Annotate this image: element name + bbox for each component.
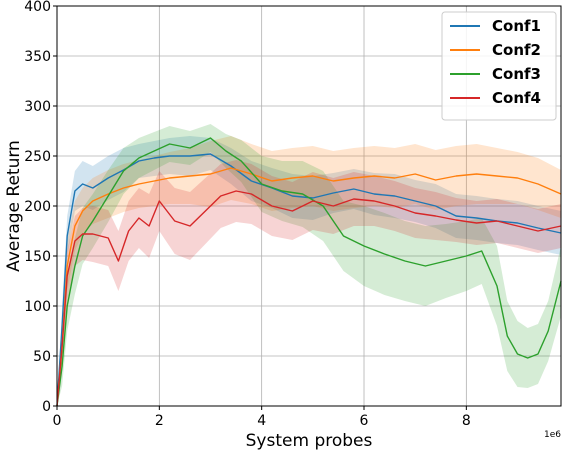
y-tick-label: 300 <box>24 99 51 115</box>
y-tick-label: 250 <box>24 149 51 165</box>
y-tick-label: 200 <box>24 199 51 215</box>
line-conf2 <box>56 167 562 407</box>
band-conf1 <box>57 136 561 406</box>
series-lines <box>56 137 562 407</box>
x-axis-title: System probes <box>246 431 373 450</box>
legend-label-conf2: Conf2 <box>492 41 541 59</box>
legend-box <box>441 11 557 121</box>
legend-label-conf3: Conf3 <box>492 65 541 83</box>
confidence-bands <box>57 124 561 406</box>
y-tick-label: 350 <box>24 49 51 65</box>
y-tick-label: 50 <box>33 349 51 365</box>
x-tick-label: 6 <box>360 413 369 429</box>
y-tick-label: 100 <box>24 299 51 315</box>
x-tick-label: 4 <box>257 413 266 429</box>
x-tick-label: 0 <box>53 413 62 429</box>
y-tick-label: 0 <box>42 399 51 415</box>
x-axis-scale-label: 1e6 <box>544 430 561 440</box>
y-axis-title: Average Return <box>4 140 24 272</box>
band-conf4 <box>57 160 561 406</box>
line-conf3 <box>56 137 562 407</box>
legend-label-conf1: Conf1 <box>492 17 541 35</box>
x-tick-label: 8 <box>462 413 471 429</box>
legend-label-conf4: Conf4 <box>492 89 541 107</box>
legend: Conf1 Conf2 Conf3 Conf4 <box>441 11 557 121</box>
band-conf3 <box>57 124 561 406</box>
y-tick-label: 150 <box>24 249 51 265</box>
x-tick-label: 2 <box>155 413 164 429</box>
axis-ticks: 0 2 4 6 8 0 50 100 150 200 250 300 350 400 <box>24 0 471 429</box>
band-conf2 <box>57 136 561 406</box>
y-tick-label: 400 <box>24 0 51 15</box>
line-conf4 <box>56 190 562 407</box>
